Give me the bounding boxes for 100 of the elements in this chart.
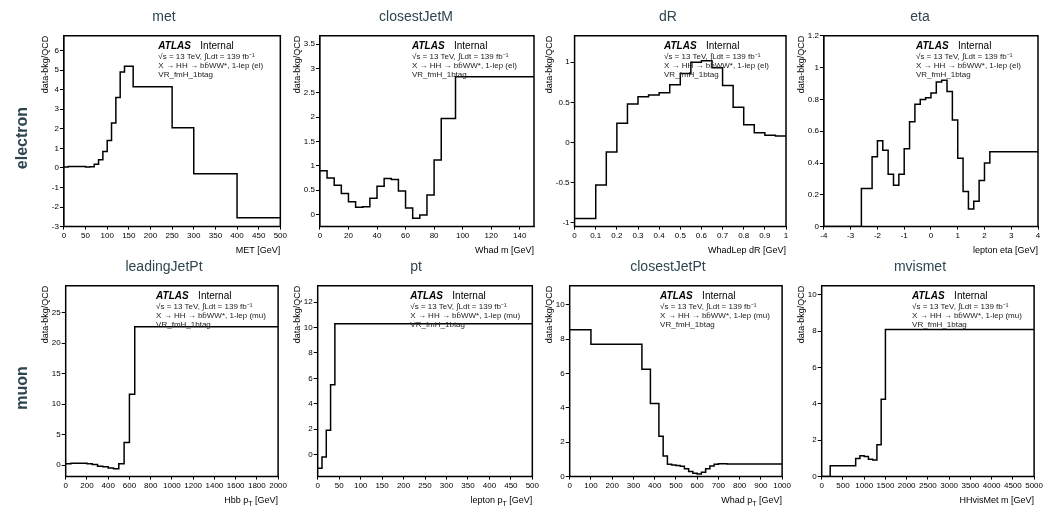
x-tick-label: 350: [208, 230, 223, 240]
annotation: √s = 13 TeV, ∫Ldt = 139 fb⁻¹: [158, 51, 255, 61]
y-tick-label: 0.4: [807, 158, 820, 168]
y-axis-title: data-bkg/QCD: [291, 285, 302, 344]
chart-title: pt: [409, 258, 423, 276]
x-tick-label: 800: [732, 480, 747, 490]
annotation: √s = 13 TeV, ∫Ldt = 139 fb⁻¹: [912, 301, 1009, 311]
x-tick-label: 1000: [163, 480, 182, 490]
annotation: VR_fmH_1btag: [660, 319, 715, 329]
x-tick-label: 1000: [855, 480, 874, 490]
x-tick-label: 400: [647, 480, 662, 490]
x-tick-label: 4: [1035, 230, 1041, 240]
y-tick-label: 0.8: [807, 94, 820, 104]
x-tick-label: 3: [1009, 230, 1015, 240]
x-axis-title: Whad m [GeV]: [474, 245, 535, 255]
x-tick-label: 1000: [773, 480, 792, 490]
y-tick-label: 10: [51, 399, 62, 409]
y-tick-label: 0: [812, 471, 818, 481]
x-tick-label: 50: [334, 480, 345, 490]
annotation: X → HH → bb̄WW*, 1-lep (el): [916, 60, 1022, 70]
y-tick-label: 1: [814, 62, 820, 72]
annotation: √s = 13 TeV, ∫Ldt = 139 fb⁻¹: [660, 301, 757, 311]
annotation: VR_fmH_1btag: [158, 69, 214, 79]
y-tick-label: 0: [310, 209, 316, 219]
x-tick-label: 100: [455, 230, 470, 240]
annotation: VR_fmH_1btag: [912, 319, 967, 329]
y-tick-label: 8: [812, 326, 818, 336]
x-tick-label: 200: [143, 230, 158, 240]
y-tick-label: 5: [54, 65, 60, 75]
x-axis-title: MET [GeV]: [235, 245, 281, 255]
x-tick-label: 600: [690, 480, 705, 490]
x-axis-title: lepton eta [GeV]: [972, 245, 1038, 255]
annotation: X → HH → bb̄WW*, 1-lep (mu): [912, 310, 1023, 320]
x-tick-label: 0.9: [759, 230, 771, 240]
x-tick-label: 3000: [940, 480, 959, 490]
x-tick-label: 20: [344, 230, 354, 240]
annotation: Internal: [954, 289, 988, 301]
x-tick-label: 500: [525, 480, 540, 490]
x-tick-label: 0.1: [590, 230, 602, 240]
x-tick-label: 600: [122, 480, 137, 490]
y-tick-label: 10: [555, 299, 566, 309]
x-tick-label: 500: [669, 480, 684, 490]
x-tick-label: 100: [353, 480, 368, 490]
annotation: X → HH → bb̄WW*, 1-lep (mu): [660, 310, 771, 320]
x-tick-label: 0.7: [717, 230, 729, 240]
y-tick-label: 1.2: [807, 31, 820, 40]
y-tick-label: 2: [54, 123, 60, 133]
annotation: √s = 13 TeV, ∫Ldt = 139 fb⁻¹: [916, 51, 1013, 61]
x-tick-label: 0.4: [653, 230, 666, 240]
y-tick-label: 8: [560, 334, 566, 344]
text: electron: [13, 106, 31, 170]
x-tick-label: 60: [401, 230, 411, 240]
x-tick-label: 40: [372, 230, 382, 240]
x-tick-label: 250: [418, 480, 433, 490]
x-tick-label: -1: [900, 230, 909, 240]
x-tick-label: 3500: [961, 480, 980, 490]
x-tick-label: 140: [513, 230, 527, 240]
x-tick-label: 1: [783, 230, 789, 240]
x-tick-label: 2: [982, 230, 988, 240]
x-tick-label: 1800: [247, 480, 267, 490]
x-axis-title: HHvisMet m [GeV]: [959, 495, 1035, 505]
y-axis-title: data-bkg/QCD: [795, 35, 806, 94]
x-tick-label: 0.2: [611, 230, 623, 240]
annotation: √s = 13 TeV, ∫Ldt = 139 fb⁻¹: [664, 51, 761, 61]
x-tick-label: 2000: [897, 480, 917, 490]
annotation: √s = 13 TeV, ∫Ldt = 139 fb⁻¹: [410, 301, 507, 311]
y-tick-label: 10: [303, 322, 314, 332]
x-tick-label: 300: [626, 480, 641, 490]
annotation: Internal: [454, 39, 488, 51]
y-tick-label: 4: [812, 399, 818, 409]
annotation: ATLAS: [659, 289, 694, 301]
annotation: ATLAS: [915, 39, 949, 51]
y-tick-label: 6: [308, 373, 314, 383]
x-tick-label: 150: [122, 230, 137, 240]
y-tick-label: 2: [812, 435, 818, 445]
x-tick-label: 0.8: [738, 230, 750, 240]
y-tick-label: 0: [565, 137, 571, 147]
x-tick-label: 400: [482, 480, 497, 490]
x-tick-label: 0.3: [632, 230, 645, 240]
x-tick-label: 300: [187, 230, 201, 240]
chart-title: met: [151, 8, 177, 26]
annotation: Internal: [958, 39, 992, 51]
x-tick-label: 250: [165, 230, 180, 240]
x-tick-label: 4500: [1003, 480, 1023, 490]
x-tick-label: -3: [847, 230, 855, 240]
y-tick-label: 3: [54, 104, 60, 114]
x-tick-label: 300: [439, 480, 454, 490]
y-tick-label: 6: [54, 45, 60, 55]
y-tick-label: 2.5: [303, 87, 316, 97]
x-tick-label: 100: [584, 480, 599, 490]
y-tick-label: 8: [308, 348, 314, 358]
y-tick-label: 0: [54, 163, 60, 173]
y-tick-label: 0.5: [558, 97, 571, 107]
annotation: ATLAS: [411, 39, 445, 51]
x-tick-label: 4000: [982, 480, 1002, 490]
x-tick-label: 400: [101, 480, 116, 490]
y-tick-label: 1: [54, 143, 60, 153]
y-tick-label: 1.5: [303, 136, 316, 146]
annotation: Internal: [702, 289, 736, 301]
annotation: X → HH → bb̄WW*, 1-lep (el): [158, 60, 264, 70]
